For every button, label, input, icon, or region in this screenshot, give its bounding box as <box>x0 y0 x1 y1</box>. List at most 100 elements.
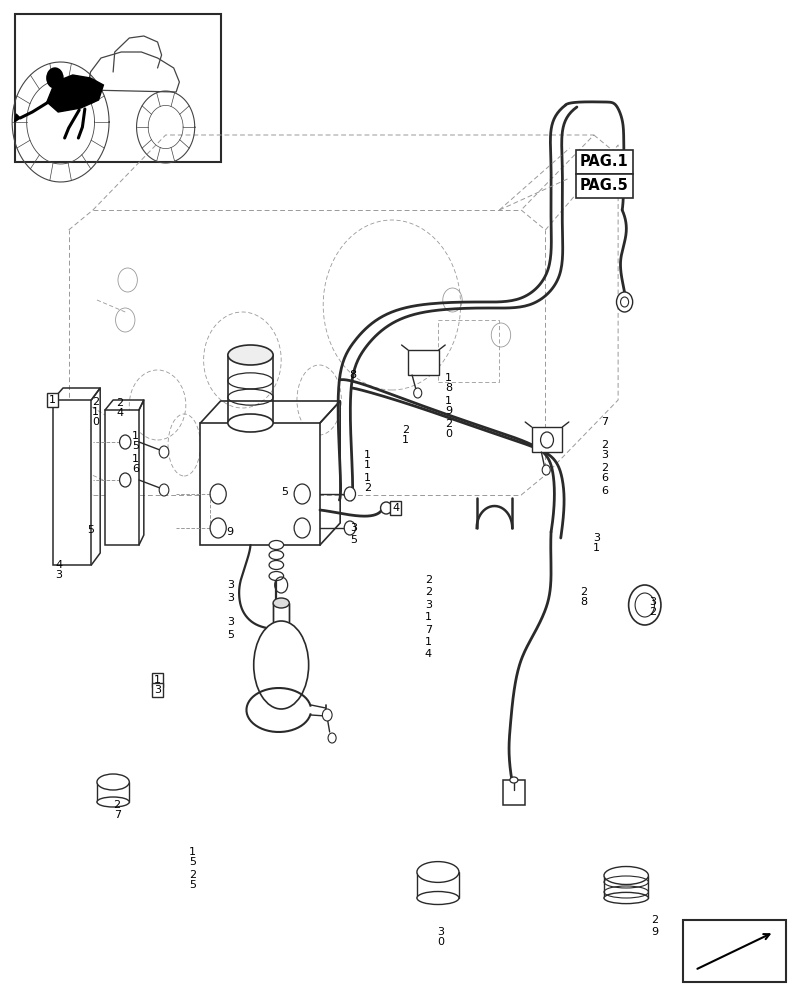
Text: PAG.1: PAG.1 <box>580 154 629 169</box>
Text: 2: 2 <box>92 397 99 407</box>
Ellipse shape <box>97 797 129 807</box>
Circle shape <box>294 518 310 538</box>
Text: 5: 5 <box>227 630 234 640</box>
Text: 2: 2 <box>425 587 431 597</box>
Text: 1: 1 <box>425 637 431 647</box>
Circle shape <box>414 388 422 398</box>
Text: 5: 5 <box>87 525 94 535</box>
FancyBboxPatch shape <box>273 603 289 623</box>
Text: 5: 5 <box>281 487 288 497</box>
Ellipse shape <box>97 774 129 790</box>
Text: 9: 9 <box>227 527 234 537</box>
Text: 2: 2 <box>601 440 608 450</box>
Text: 1: 1 <box>133 431 139 441</box>
FancyBboxPatch shape <box>200 423 320 545</box>
Text: 2: 2 <box>601 463 608 473</box>
Ellipse shape <box>417 862 459 882</box>
FancyBboxPatch shape <box>503 780 525 805</box>
Polygon shape <box>47 75 103 112</box>
Text: 5: 5 <box>351 535 357 545</box>
Circle shape <box>120 473 131 487</box>
Text: 5: 5 <box>189 857 196 867</box>
Text: 2: 2 <box>402 425 409 435</box>
Text: 7: 7 <box>601 417 608 427</box>
Text: 6: 6 <box>601 486 608 496</box>
Circle shape <box>210 484 226 504</box>
Ellipse shape <box>254 621 309 709</box>
Text: 3: 3 <box>56 570 62 580</box>
Circle shape <box>617 292 633 312</box>
Text: 6: 6 <box>133 464 139 474</box>
Ellipse shape <box>269 560 284 570</box>
FancyBboxPatch shape <box>604 876 649 898</box>
Text: 2: 2 <box>580 587 587 597</box>
Text: 0: 0 <box>445 429 452 439</box>
Text: 3: 3 <box>650 597 656 607</box>
Text: 7: 7 <box>425 625 431 635</box>
Text: 3: 3 <box>154 685 161 695</box>
Text: 1: 1 <box>92 407 99 417</box>
Text: 1: 1 <box>133 454 139 464</box>
Text: 9: 9 <box>651 927 658 937</box>
Circle shape <box>541 432 553 448</box>
Circle shape <box>159 446 169 458</box>
Ellipse shape <box>228 414 273 432</box>
Text: 3: 3 <box>227 593 234 603</box>
Text: 7: 7 <box>114 810 120 820</box>
Circle shape <box>120 435 131 449</box>
Text: 9: 9 <box>445 406 452 416</box>
Text: 5: 5 <box>189 880 196 890</box>
Text: 2: 2 <box>445 419 452 429</box>
Ellipse shape <box>228 345 273 365</box>
Circle shape <box>344 521 356 535</box>
Text: 1: 1 <box>445 373 452 383</box>
Polygon shape <box>15 114 20 122</box>
Ellipse shape <box>381 502 392 514</box>
Ellipse shape <box>604 866 649 884</box>
FancyBboxPatch shape <box>15 14 221 162</box>
Circle shape <box>542 465 550 475</box>
FancyBboxPatch shape <box>53 400 91 565</box>
Text: 1: 1 <box>189 847 196 857</box>
Text: 2: 2 <box>116 398 123 408</box>
Text: 2: 2 <box>650 607 656 617</box>
Circle shape <box>210 518 226 538</box>
FancyBboxPatch shape <box>408 350 439 375</box>
Text: 1: 1 <box>593 543 600 553</box>
Ellipse shape <box>417 892 459 904</box>
Text: 4: 4 <box>116 408 123 418</box>
FancyBboxPatch shape <box>683 920 786 982</box>
Text: 1: 1 <box>364 450 371 460</box>
Text: 0: 0 <box>92 417 99 427</box>
Circle shape <box>322 709 332 721</box>
Text: 4: 4 <box>393 503 399 513</box>
Text: 8: 8 <box>445 383 452 393</box>
Text: 3: 3 <box>425 600 431 610</box>
Text: 0: 0 <box>437 937 444 947</box>
Text: 2: 2 <box>425 575 431 585</box>
Text: 1: 1 <box>364 460 371 470</box>
Ellipse shape <box>269 572 284 580</box>
Text: 5: 5 <box>133 441 139 451</box>
Text: 3: 3 <box>227 580 234 590</box>
Text: PAG.5: PAG.5 <box>580 178 629 194</box>
Text: 2: 2 <box>364 483 371 493</box>
Circle shape <box>328 733 336 743</box>
Ellipse shape <box>269 540 284 550</box>
Text: 3: 3 <box>437 927 444 937</box>
Text: 3: 3 <box>351 523 357 533</box>
Circle shape <box>159 484 169 496</box>
Ellipse shape <box>273 598 289 608</box>
Text: 1: 1 <box>425 612 431 622</box>
Text: 2: 2 <box>189 870 196 880</box>
Text: 3: 3 <box>593 533 600 543</box>
Circle shape <box>621 297 629 307</box>
Ellipse shape <box>510 777 518 783</box>
Text: 8: 8 <box>580 597 587 607</box>
Circle shape <box>47 68 63 88</box>
FancyBboxPatch shape <box>417 872 459 898</box>
Text: 1: 1 <box>364 473 371 483</box>
Text: 1: 1 <box>445 396 452 406</box>
FancyBboxPatch shape <box>97 782 129 802</box>
Circle shape <box>294 484 310 504</box>
